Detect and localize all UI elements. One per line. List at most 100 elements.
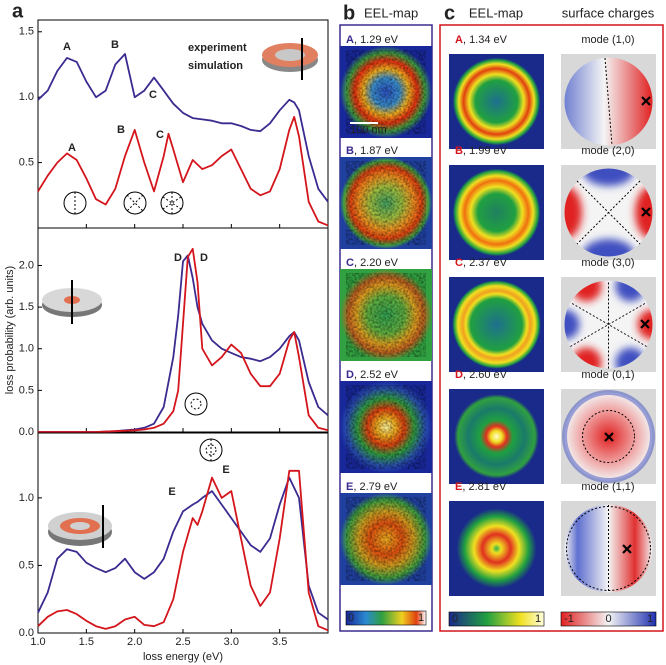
annotation: C [149, 89, 157, 101]
scale-bar-label: 100 nm [350, 124, 387, 136]
charge-map [561, 54, 656, 149]
eel-sim-map [449, 277, 544, 372]
x-axis-label: loss energy (eV) [143, 651, 223, 663]
colorbar-label: 1 [535, 613, 541, 625]
eel-sim-map [449, 165, 544, 260]
map-noise [346, 497, 426, 581]
tip-marker [622, 544, 632, 554]
map-letter: B [346, 145, 354, 157]
map-letter: C [346, 257, 354, 269]
mode-label: mode (2,0) [581, 145, 634, 157]
lobe [637, 309, 653, 340]
map-label: E, 2.79 eV [346, 481, 398, 493]
eel-map [340, 157, 432, 249]
map-energy: , 1.99 eV [463, 145, 508, 157]
tip-marker [604, 432, 614, 442]
map-label: B, 1.99 eV [455, 145, 508, 157]
y-tick-label: 0.0 [19, 627, 34, 639]
y-tick-label: 1.5 [19, 301, 34, 313]
line-series [37, 115, 329, 227]
map-image [449, 501, 544, 596]
map-label: C, 2.37 eV [455, 257, 508, 269]
map-label: A, 1.34 eV [455, 34, 508, 46]
charge-map [561, 165, 656, 260]
line-series [37, 476, 329, 621]
map-image [449, 165, 544, 260]
map-energy: , 1.34 eV [463, 34, 508, 46]
eel-map [340, 493, 432, 585]
colorbar-label: -1 [564, 613, 574, 625]
map-energy: , 2.81 eV [462, 481, 507, 493]
charge-disc [564, 504, 653, 593]
tip-marker [641, 207, 651, 217]
mode-label: mode (1,1) [581, 481, 634, 493]
y-axis-label: loss probability (arb. units) [4, 266, 16, 394]
map-label: D, 2.60 eV [455, 369, 508, 381]
map-noise [346, 385, 426, 469]
nodal-line [566, 506, 651, 591]
lobe [571, 347, 602, 369]
line-series [38, 247, 329, 433]
line-series [37, 53, 329, 203]
panel-header: surface charges [562, 5, 655, 20]
eel-map [340, 381, 432, 473]
map-letter: A [455, 34, 463, 46]
lobe [635, 186, 653, 239]
colorbar-label: 0 [452, 613, 458, 625]
legend-entry: simulation [188, 60, 243, 72]
map-letter: E [346, 481, 353, 493]
colorbar-label: 0 [348, 612, 354, 624]
mode-label: mode (3,0) [581, 257, 634, 269]
eel-sim-map [449, 389, 544, 484]
map-label: C, 2.20 eV [346, 257, 399, 269]
map-energy: , 2.37 eV [463, 257, 508, 269]
mode-label: mode (1,0) [581, 34, 634, 46]
eel-map [340, 46, 432, 138]
panel-label: b [343, 2, 355, 24]
annotation: B [117, 124, 125, 136]
charge-lobes [564, 280, 653, 369]
eel-map [340, 269, 432, 361]
map-image [449, 54, 544, 149]
colorbar [560, 611, 657, 627]
colorbar-label: 1 [647, 613, 653, 625]
colorbar-label: 0 [605, 613, 611, 625]
lobe [582, 239, 635, 257]
charge-map [561, 277, 656, 372]
lobe [615, 280, 646, 302]
disk-sketch [42, 38, 318, 548]
annotation: D [174, 252, 182, 264]
y-tick-label: 0.5 [19, 156, 34, 168]
map-letter: E [455, 481, 462, 493]
map-energy: , 2.60 eV [463, 369, 508, 381]
tip-marker [640, 319, 650, 329]
x-tick-label: 2.0 [127, 636, 142, 648]
map-energy: , 2.79 eV [353, 481, 398, 493]
lobe [564, 309, 580, 340]
map-label: B, 1.87 eV [346, 145, 399, 157]
y-tick-label: 0.5 [19, 559, 34, 571]
eel-sim-map [449, 54, 544, 149]
map-label: E, 2.81 eV [455, 481, 507, 493]
legend-entry: experiment [188, 42, 247, 54]
annotation: D [200, 252, 208, 264]
panel-c-frame [439, 24, 664, 632]
nodal-line [604, 57, 613, 146]
panel-header: EEL-map [469, 5, 523, 20]
annotation: E [168, 486, 175, 498]
y-tick-label: 2.0 [19, 259, 34, 271]
nodal-line [570, 302, 647, 347]
map-energy: , 1.87 eV [354, 145, 399, 157]
nodal-line [582, 410, 635, 463]
y-tick-label: 1.0 [19, 492, 34, 504]
map-label: D, 2.52 eV [346, 369, 399, 381]
map-energy: , 2.52 eV [354, 369, 399, 381]
map-letter: D [346, 369, 354, 381]
nodal-line [576, 180, 641, 245]
lobe [564, 186, 582, 239]
colorbar [448, 611, 545, 627]
map-letter: A [346, 34, 354, 46]
charge-ring [562, 390, 655, 483]
map-noise [346, 161, 426, 245]
lobe [571, 280, 602, 302]
